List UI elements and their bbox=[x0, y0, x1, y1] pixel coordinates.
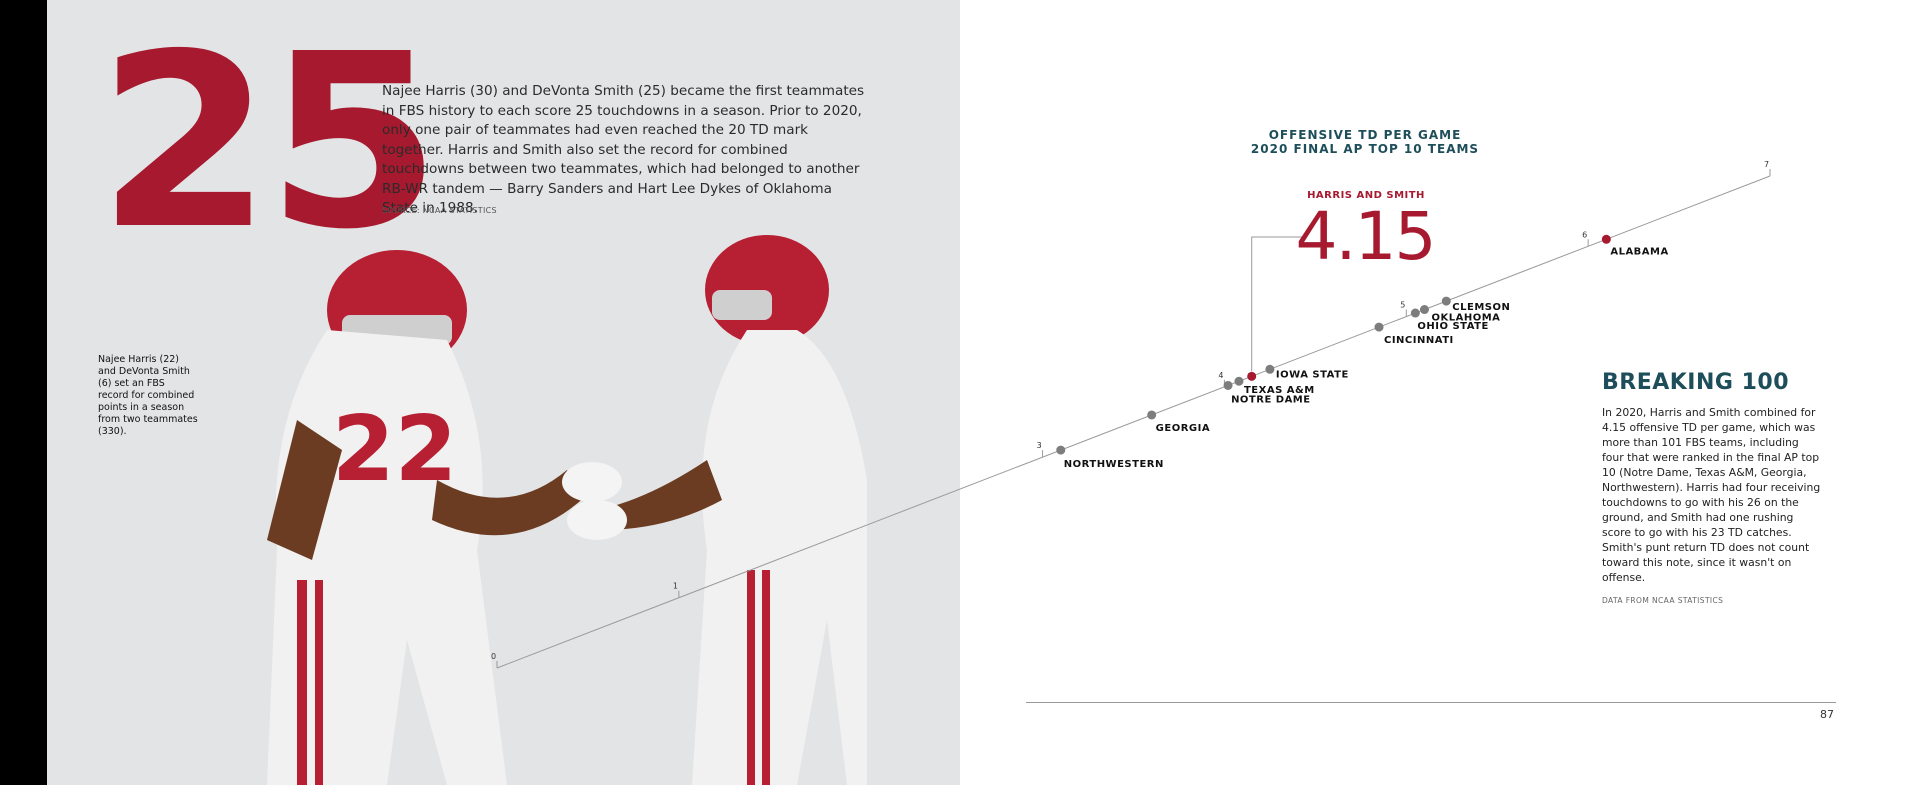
page-number: 87 bbox=[1820, 708, 1834, 721]
photo-caption: Najee Harris (22) and DeVonta Smith (6) … bbox=[98, 354, 198, 437]
svg-text:22: 22 bbox=[332, 397, 457, 502]
intro-paragraph: Najee Harris (30) and DeVonta Smith (25)… bbox=[382, 83, 865, 216]
chart-title-line: OFFENSIVE TD PER GAME bbox=[1268, 128, 1462, 142]
left-page: 22 25 Najee Harris (30) and DeVonta Smit… bbox=[47, 0, 960, 785]
chart-title: OFFENSIVE TD PER GAME 2020 FINAL AP TOP 1… bbox=[1215, 128, 1515, 156]
highlight-label: HARRIS AND SMITH bbox=[1307, 190, 1425, 201]
chart-title-line: 2020 FINAL AP TOP 10 TEAMS bbox=[1250, 142, 1480, 156]
sidebar-title: BREAKING 100 bbox=[1602, 370, 1790, 395]
big-stat: 25 bbox=[97, 2, 441, 282]
intro-source: SOURCE: NCAA STATISTICS bbox=[382, 206, 497, 215]
sidebar-source: DATA FROM NCAA STATISTICS bbox=[1602, 596, 1724, 605]
footer-rule bbox=[1026, 702, 1836, 703]
highlight-value: 4.15 bbox=[1295, 198, 1437, 275]
page-gutter bbox=[0, 0, 47, 785]
sidebar-body: In 2020, Harris and Smith combined for 4… bbox=[1602, 406, 1821, 584]
players-photo: 22 bbox=[267, 235, 867, 785]
